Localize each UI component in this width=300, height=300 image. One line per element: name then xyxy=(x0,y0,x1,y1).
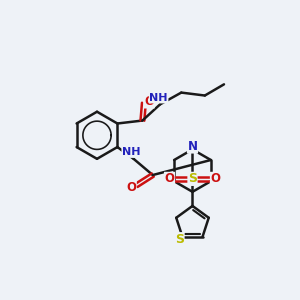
Text: O: O xyxy=(126,181,136,194)
Text: O: O xyxy=(210,172,220,185)
Text: NH: NH xyxy=(149,93,168,103)
Text: NH: NH xyxy=(122,147,140,158)
Text: N: N xyxy=(188,140,197,153)
Text: O: O xyxy=(144,95,154,108)
Text: S: S xyxy=(188,172,197,185)
Text: S: S xyxy=(175,233,184,246)
Text: O: O xyxy=(164,172,175,185)
